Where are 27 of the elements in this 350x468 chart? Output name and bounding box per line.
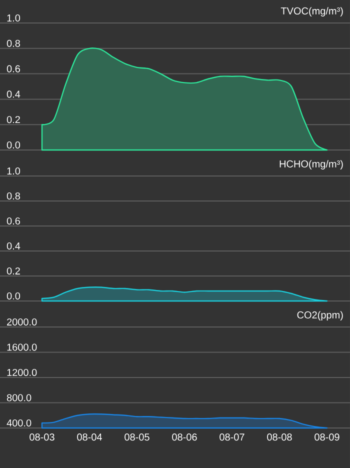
- y-tick-label: 1200.0: [7, 368, 37, 376]
- x-tick-label: 08-06: [172, 434, 197, 441]
- chart-title: CO2(ppm): [297, 311, 343, 320]
- y-tick-label: 0.4: [6, 90, 20, 98]
- y-tick-label: 1600.0: [7, 344, 37, 351]
- y-tick-label: 1.0: [7, 14, 20, 22]
- y-tick-label: 2000.0: [7, 318, 37, 326]
- x-tick-label: 08-07: [220, 434, 244, 441]
- y-tick-label: 0.8: [6, 40, 20, 47]
- y-tick-label: 0.2: [6, 267, 20, 275]
- x-tick-label: 08-04: [77, 434, 102, 441]
- y-tick-label: 0.0: [6, 141, 20, 149]
- y-tick-label: 0.0: [6, 292, 20, 300]
- y-tick-label: 0.8: [6, 192, 20, 200]
- y-tick-label: 800.0: [6, 394, 32, 402]
- y-tick-label: 0.6: [6, 65, 20, 72]
- chart-title: HCHO(mg/m³): [280, 160, 343, 170]
- y-tick-label: 0.4: [6, 242, 20, 250]
- x-tick-label: 08-03: [30, 434, 54, 441]
- y-tick-label: 0.2: [6, 116, 20, 124]
- x-tick-label: 08-05: [124, 434, 150, 441]
- x-tick-label: 08-08: [267, 434, 292, 441]
- y-tick-label: 400.0: [6, 419, 32, 427]
- chart-title: TVOC(mg/m³): [280, 7, 343, 16]
- y-tick-label: 0.6: [6, 217, 20, 225]
- y-tick-label: 1.0: [7, 167, 20, 175]
- x-tick-label: 08-09: [314, 434, 340, 441]
